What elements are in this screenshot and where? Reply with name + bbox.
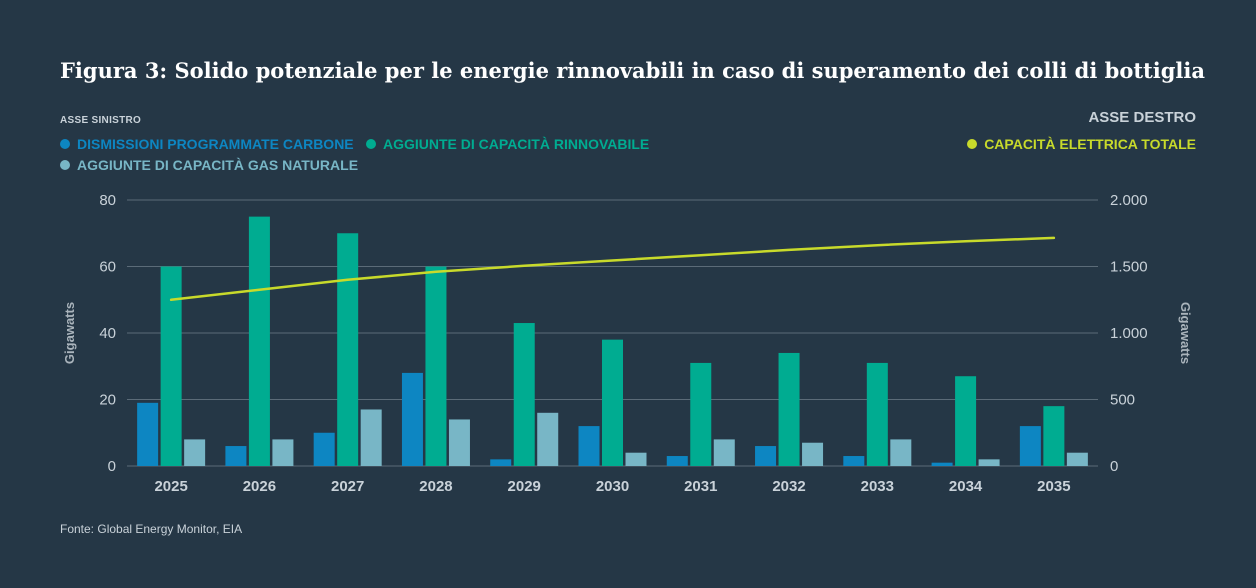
bar-renewable xyxy=(1043,406,1065,466)
bar-gas xyxy=(448,419,470,466)
x-tick-label: 2030 xyxy=(596,478,629,495)
bar-gas xyxy=(1066,452,1088,466)
bar-coal xyxy=(137,402,159,466)
y-tick-label: 40 xyxy=(99,325,116,342)
line-total-capacity xyxy=(169,236,1056,302)
x-tick-label: 2033 xyxy=(861,478,894,495)
y2-axis-label: Gigawatts xyxy=(1178,302,1193,364)
legend-label-renewable: AGGIUNTE DI CAPACITÀ RINNOVABILE xyxy=(383,136,650,152)
legend-dot-renewable xyxy=(366,139,376,149)
x-tick-label: 2031 xyxy=(684,478,717,495)
bar-renewable xyxy=(513,323,535,466)
y2-tick-label: 2.000 xyxy=(1110,192,1148,209)
bar-gas xyxy=(890,439,912,466)
x-tick-label: 2029 xyxy=(508,478,541,495)
y2-tick-label: 0 xyxy=(1110,458,1118,475)
chart-title: Figura 3: Solido potenziale per le energ… xyxy=(60,58,1205,83)
y2-tick-label: 1.000 xyxy=(1110,325,1148,342)
left-axis-caption: ASSE SINISTRO xyxy=(60,115,142,126)
legend-item-renewable: AGGIUNTE DI CAPACITÀ RINNOVABILE xyxy=(366,136,649,152)
legend-dot-coal xyxy=(60,139,70,149)
bar-coal xyxy=(1019,426,1041,466)
bar-gas xyxy=(272,439,294,466)
bar-renewable xyxy=(690,362,712,466)
bar-renewable xyxy=(160,266,182,466)
bar-renewable xyxy=(866,362,888,466)
x-tick-label: 2035 xyxy=(1037,478,1070,495)
bar-gas xyxy=(360,409,382,466)
bar-renewable xyxy=(337,233,359,466)
bar-gas xyxy=(625,452,647,466)
y-tick-label: 60 xyxy=(99,259,116,276)
source-note: Fonte: Global Energy Monitor, EIA xyxy=(60,522,243,536)
bar-coal xyxy=(666,456,688,466)
bar-renewable xyxy=(425,266,447,466)
bar-coal xyxy=(490,459,512,466)
y-axis-label: Gigawatts xyxy=(62,302,77,364)
legend-item-gas: AGGIUNTE DI CAPACITÀ GAS NATURALE xyxy=(60,157,358,173)
bar-coal xyxy=(578,426,600,466)
legend-label-coal: DISMISSIONI PROGRAMMATE CARBONE xyxy=(77,136,354,152)
bar-renewable xyxy=(955,376,977,466)
y-tick-label: 80 xyxy=(99,192,116,209)
legend-dot-gas xyxy=(60,160,70,170)
legend-item-total: CAPACITÀ ELETTRICA TOTALE xyxy=(967,136,1196,152)
x-tick-label: 2032 xyxy=(772,478,805,495)
bar-gas xyxy=(802,442,824,466)
y2-tick-label: 1.500 xyxy=(1110,259,1148,276)
bar-coal xyxy=(931,462,953,466)
bar-renewable xyxy=(602,339,623,466)
bar-gas xyxy=(184,439,206,466)
legend-label-total: CAPACITÀ ELETTRICA TOTALE xyxy=(984,136,1196,152)
bar-gas xyxy=(713,439,735,466)
bar-coal xyxy=(843,456,865,466)
x-tick-label: 2027 xyxy=(331,478,364,495)
bar-coal xyxy=(225,446,247,466)
right-axis-caption: ASSE DESTRO xyxy=(1088,109,1196,126)
x-tick-label: 2028 xyxy=(419,478,452,495)
bar-renewable xyxy=(248,216,270,466)
bar-coal xyxy=(755,446,777,466)
bar-coal xyxy=(313,432,335,466)
legend-dot-total xyxy=(967,139,978,149)
y2-tick-label: 500 xyxy=(1110,392,1135,409)
bar-gas xyxy=(537,412,559,466)
x-tick-label: 2026 xyxy=(243,478,276,495)
x-tick-label: 2025 xyxy=(154,478,187,495)
bar-gas xyxy=(978,459,1000,466)
y-tick-label: 0 xyxy=(108,458,116,475)
bar-coal xyxy=(401,372,423,466)
x-tick-label: 2034 xyxy=(949,478,983,495)
legend-item-coal: DISMISSIONI PROGRAMMATE CARBONE xyxy=(60,136,354,152)
legend-label-gas: AGGIUNTE DI CAPACITÀ GAS NATURALE xyxy=(77,157,359,173)
bar-renewable xyxy=(778,352,800,466)
y-tick-label: 20 xyxy=(99,392,116,409)
